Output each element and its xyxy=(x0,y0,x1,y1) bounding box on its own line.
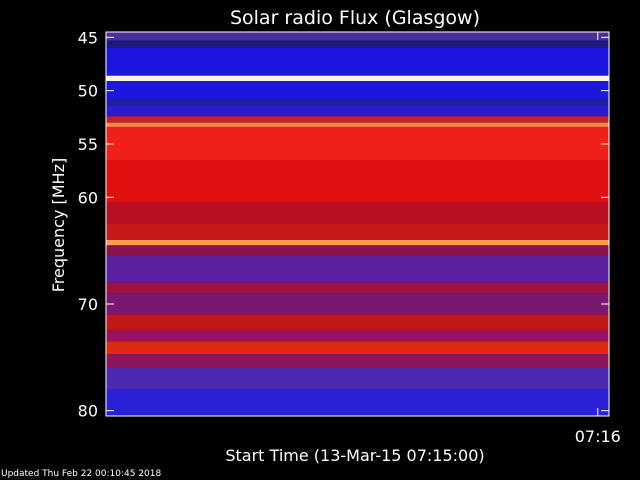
frequency-band xyxy=(106,81,609,100)
y-tick-label: 80 xyxy=(78,402,98,421)
y-axis: 45 50 55 60 70 80 xyxy=(78,28,609,421)
y-tick-label: 60 xyxy=(78,188,98,207)
frequency-band xyxy=(106,354,609,368)
frequency-band xyxy=(106,99,609,106)
y-tick-label: 50 xyxy=(78,82,98,101)
frequency-band xyxy=(106,32,609,41)
frequency-band xyxy=(106,105,609,117)
chart-title: Solar radio Flux (Glasgow) xyxy=(230,7,480,29)
frequency-band xyxy=(106,160,609,203)
frequency-band xyxy=(106,224,609,240)
y-tick-label: 45 xyxy=(78,28,98,47)
frequency-band xyxy=(106,330,609,342)
frequency-band xyxy=(106,202,609,224)
frequency-band xyxy=(106,40,609,48)
x-tick-label: 07:16 xyxy=(575,427,621,446)
x-axis-label: Start Time (13-Mar-15 07:15:00) xyxy=(225,446,484,465)
frequency-band xyxy=(106,256,609,283)
y-tick-label: 70 xyxy=(78,295,98,314)
frequency-band xyxy=(106,389,609,416)
frequency-band xyxy=(106,341,609,355)
plot-area xyxy=(105,31,610,417)
frequency-band xyxy=(106,126,609,160)
frequency-band xyxy=(106,240,609,246)
plot-frame xyxy=(105,31,610,417)
y-axis-label: Frequency [MHz] xyxy=(49,158,68,292)
update-timestamp: Updated Thu Feb 22 00:10:45 2018 xyxy=(1,469,162,479)
frequency-band xyxy=(106,245,609,256)
frequency-band xyxy=(106,75,609,82)
frequency-band xyxy=(106,122,609,127)
frequency-band xyxy=(106,116,609,123)
frequency-band xyxy=(106,48,609,76)
x-axis: 07:1607:2007:2407:28 xyxy=(575,32,621,446)
y-tick-label: 55 xyxy=(78,135,98,154)
frequency-band xyxy=(106,282,609,294)
frequency-band xyxy=(106,368,609,390)
frequency-band xyxy=(106,314,609,331)
frequency-band xyxy=(106,293,609,315)
